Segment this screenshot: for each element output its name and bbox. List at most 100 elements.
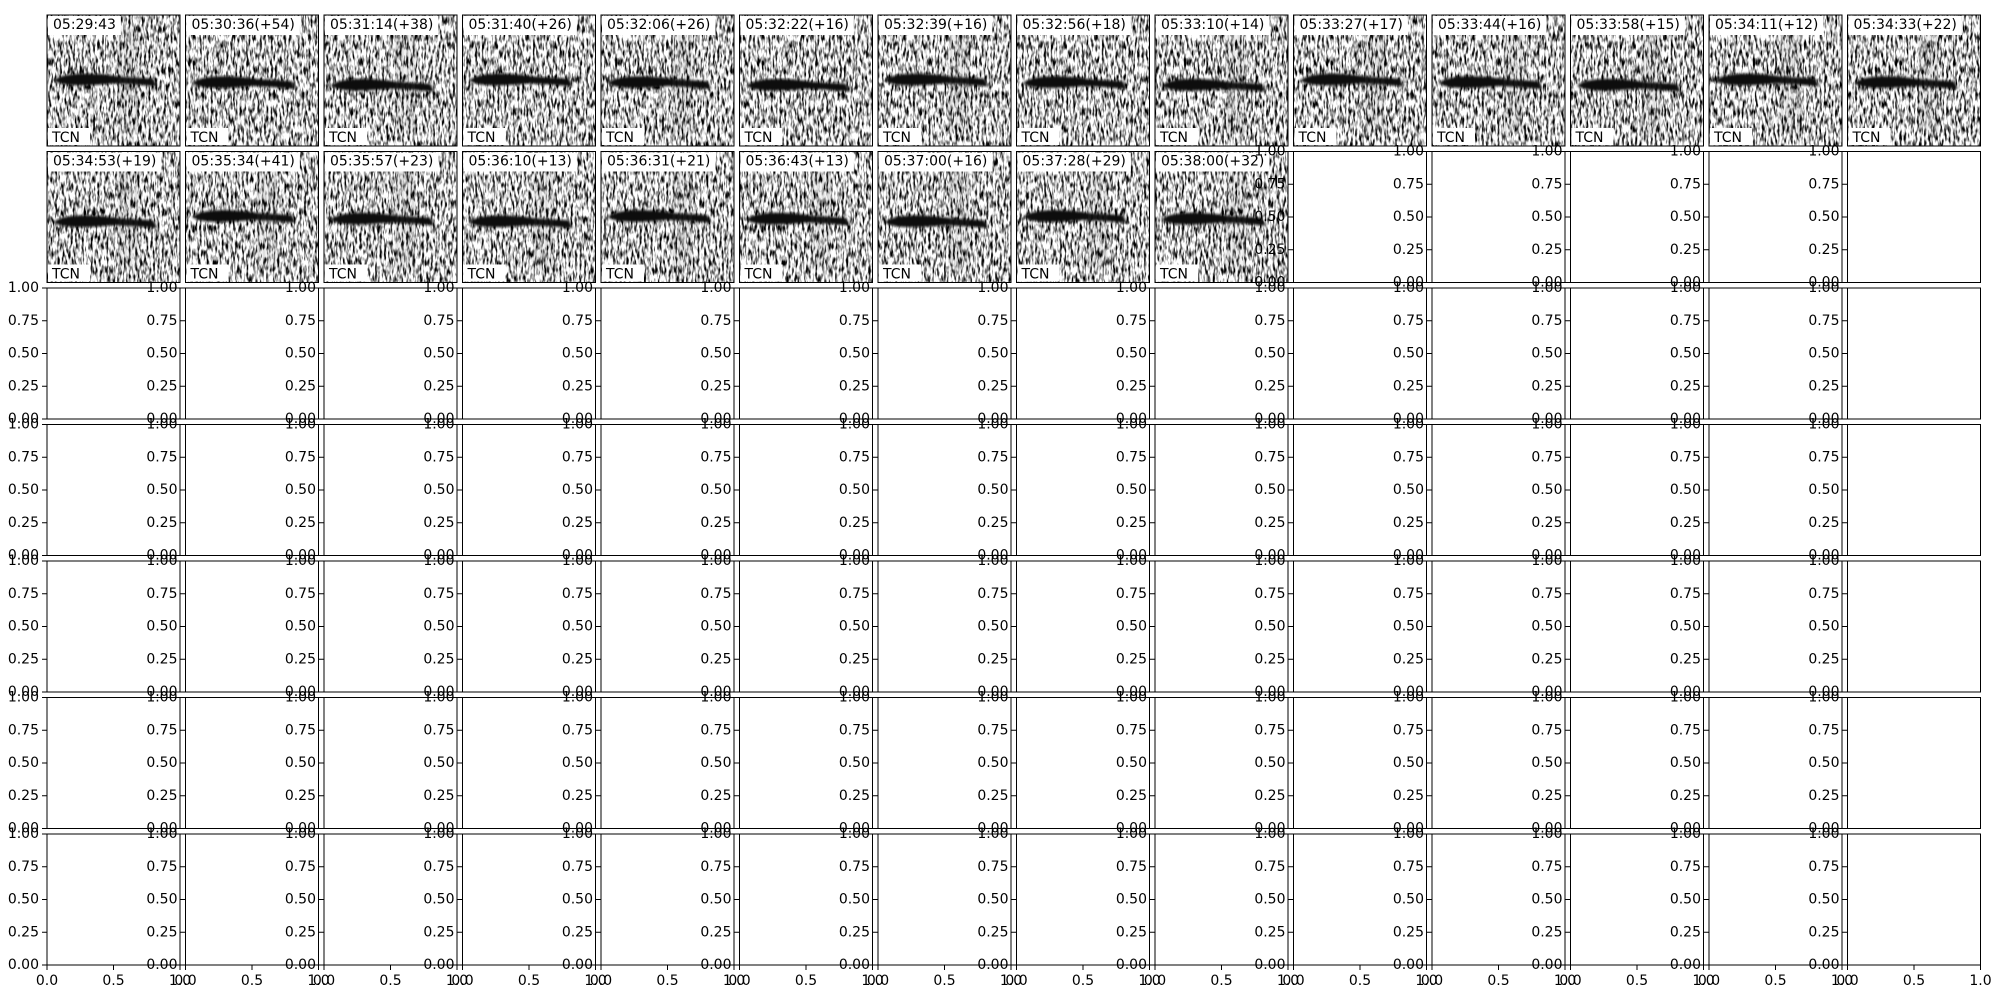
y-tick-label: 0.75 [839,586,870,602]
y-tick-label: 0.50 [1116,482,1147,498]
y-tick-label: 0.75 [146,722,177,738]
y-tick-label: 1.00 [1808,690,1839,706]
x-tick-label: 1.0 [1969,973,1991,989]
x-tick-label: 0.5 [518,973,540,989]
y-tick-label: 0.50 [146,346,177,362]
x-tick-label: 0.0 [313,973,335,989]
call-shape [1715,28,1820,133]
y-tick-label: 0.75 [1116,313,1147,329]
y-tick-label: 0.00 [1254,821,1285,837]
y-tick-label: 0.00 [700,957,731,973]
y-tick-label: 0.00 [8,821,39,837]
empty-axes: 0.00 0.25 0.50 0.75 1.00 [423,417,596,564]
y-tick-label: 0.25 [562,378,593,394]
y-tick-label: 0.25 [285,651,316,667]
axes-frame [1570,151,1704,283]
label-box [48,16,121,35]
frame [877,14,1012,147]
frame [1431,14,1566,147]
call-shape [330,28,435,133]
x-tick-label: 0.0 [867,973,889,989]
y-tick-label: 0.50 [700,346,731,362]
y-tick-label: 0.75 [1393,859,1424,875]
x-tick-label: 0.0 [728,973,750,989]
frame [185,151,319,283]
panel-time-label: 05:35:34(+41) [192,154,295,170]
y-tick-label: 0.25 [1670,378,1701,394]
call-body [192,210,296,223]
label-box [186,16,300,35]
y-tick-label: 0.00 [1670,411,1701,427]
y-tick-label: 0.25 [1116,515,1147,531]
y-tick-label: 0.00 [839,548,870,564]
y-tick-label: 0.75 [562,586,593,602]
call-body [607,210,712,223]
x-tick-label: 0.5 [1072,973,1094,989]
y-tick-label: 0.25 [562,788,593,804]
panel-tag-label: TCN [51,130,80,146]
y-tick-label: 0.25 [1116,924,1147,940]
empty-axes: 0.00 0.25 0.50 0.75 1.00 [1116,690,1289,837]
label-box [1017,128,1060,145]
y-tick-label: 0.50 [839,482,870,498]
axes-frame [1431,287,1566,420]
empty-axes: 0.00 0.25 0.50 0.75 1.00 [1393,417,1566,564]
y-tick-label: 0.25 [146,788,177,804]
label-box [1710,128,1752,145]
y-tick-label: 0.75 [977,722,1008,738]
panel-tag-label: TCN [1021,130,1050,146]
x-tick-label: 1.0 [861,973,883,989]
call-shape [469,164,573,270]
y-tick-label: 0.25 [839,651,870,667]
y-tick-label: 0.00 [1254,548,1285,564]
y-tick-label: 0.50 [977,346,1008,362]
y-tick-label: 0.75 [977,313,1008,329]
y-tick-label: 0.75 [1116,722,1147,738]
y-tick-label: 0.75 [8,313,39,329]
frame [600,151,735,283]
label-box [1156,16,1270,35]
y-tick-label: 0.25 [1116,651,1147,667]
y-tick-label: 0.75 [1670,449,1701,465]
axes-frame [1570,287,1704,420]
y-tick-label: 0.75 [146,859,177,875]
y-tick-label: 1.00 [1670,553,1701,569]
x-tick-label: 0.5 [1349,973,1371,989]
frame [1016,14,1150,147]
y-tick-label: 0.25 [1670,924,1701,940]
y-tick-label: 0.00 [839,957,870,973]
call-shape [884,164,989,270]
y-tick-label: 0.00 [8,684,39,700]
y-tick-label: 1.00 [1808,553,1839,569]
axes-frame [1847,287,1981,420]
empty-axes: 0.00 0.25 0.50 0.75 1.00 0.0 0.5 1.0 [1531,826,1714,989]
frame [46,151,181,283]
empty-axes: 0.00 0.25 0.50 0.75 1.00 0.0 0.5 1.0 [146,826,329,989]
y-tick-label: 1.00 [977,553,1008,569]
y-tick-label: 0.75 [1116,859,1147,875]
axes-frame [1708,424,1843,556]
y-tick-label: 0.75 [146,449,177,465]
y-tick-label: 1.00 [1116,553,1147,569]
y-tick-label: 1.00 [562,826,593,842]
y-tick-label: 0.50 [1116,892,1147,908]
y-tick-label: 0.25 [1808,242,1839,258]
x-tick-label: 0.5 [1626,973,1648,989]
empty-axes: 0.00 0.25 0.50 0.75 1.00 [700,280,873,427]
call-shape [746,164,850,270]
axes-frame [462,287,596,420]
label-box [740,264,783,282]
y-tick-label: 0.50 [562,892,593,908]
panel-tag-label: TCN [1713,130,1742,146]
empty-axes: 0.00 0.25 0.50 0.75 1.00 [1808,280,1981,427]
y-tick-label: 0.00 [146,821,177,837]
y-tick-label: 0.25 [423,651,454,667]
y-tick-label: 0.75 [1393,722,1424,738]
empty-axes: 0.00 0.25 0.50 0.75 1.00 [1393,144,1566,291]
panel-time-label: 05:32:22(+16) [746,17,849,33]
empty-axes: 0.00 0.25 0.50 0.75 1.00 0.0 0.5 1.0 [8,826,191,989]
y-tick-label: 1.00 [146,690,177,706]
y-tick-label: 0.25 [562,651,593,667]
y-tick-label: 1.00 [562,690,593,706]
